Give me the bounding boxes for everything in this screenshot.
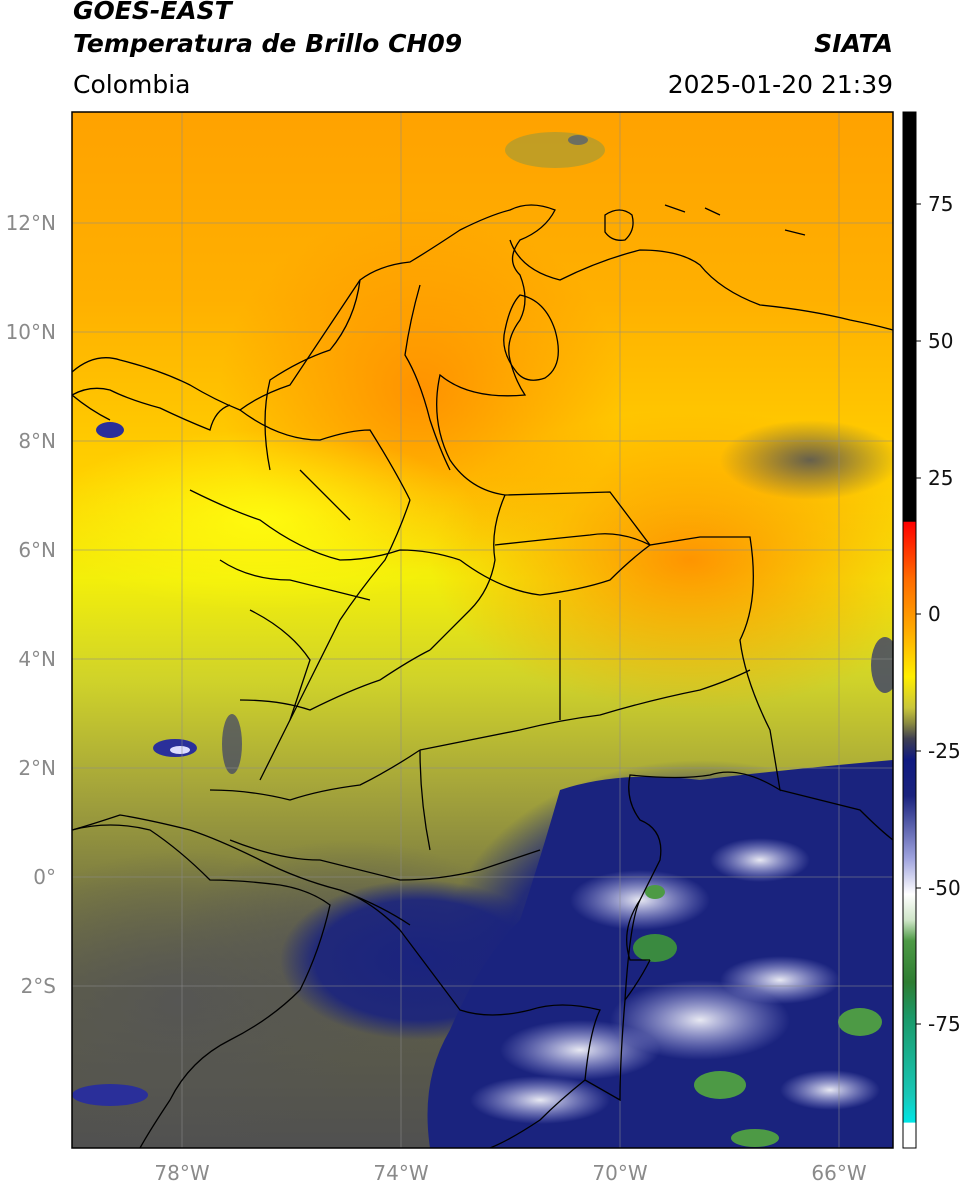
colombia-border (72, 204, 781, 1102)
lat-label: 2°S (21, 974, 56, 998)
lat-label: 0° (33, 865, 56, 889)
longitude-labels: 78°W 74°W 70°W 66°W (154, 1161, 866, 1185)
lon-label: 74°W (373, 1161, 428, 1185)
lat-label: 10°N (6, 320, 56, 344)
colorbar-tick-label: 75 (928, 192, 953, 216)
region-label: Colombia (73, 70, 191, 99)
lon-label: 78°W (154, 1161, 209, 1185)
colorbar-gradient (903, 112, 916, 1148)
product-title: Temperatura de Brillo CH09 (73, 29, 463, 58)
political-boundaries (72, 204, 893, 1148)
colorbar: 75 50 25 0 -25 -50 -75 (902, 111, 961, 1149)
colorbar-tick-label: 25 (928, 466, 953, 490)
agency-label: SIATA (814, 29, 893, 58)
timestamp-label: 2025-01-20 21:39 (667, 70, 893, 99)
colorbar-frame (902, 111, 917, 1149)
map-gridlines (72, 112, 893, 1148)
lat-label: 4°N (18, 647, 56, 671)
satellite-title: GOES-EAST (73, 0, 232, 25)
map-frame (71, 111, 894, 1149)
lon-label: 66°W (811, 1161, 866, 1185)
colorbar-tick-label: 50 (928, 329, 953, 353)
colorbar-tick-label: -25 (928, 739, 961, 763)
colorbar-tick-label: -50 (928, 876, 961, 900)
lon-label: 70°W (592, 1161, 647, 1185)
colorbar-tick-label: -75 (928, 1012, 961, 1036)
lat-label: 12°N (6, 211, 56, 235)
lat-label: 2°N (18, 756, 56, 780)
latitude-labels: 12°N 10°N 8°N 6°N 4°N 2°N 0° 2°S (6, 211, 56, 998)
lat-label: 8°N (18, 429, 56, 453)
satellite-imagery (72, 112, 893, 1148)
lat-label: 6°N (18, 538, 56, 562)
colorbar-tick-label: 0 (928, 602, 941, 626)
